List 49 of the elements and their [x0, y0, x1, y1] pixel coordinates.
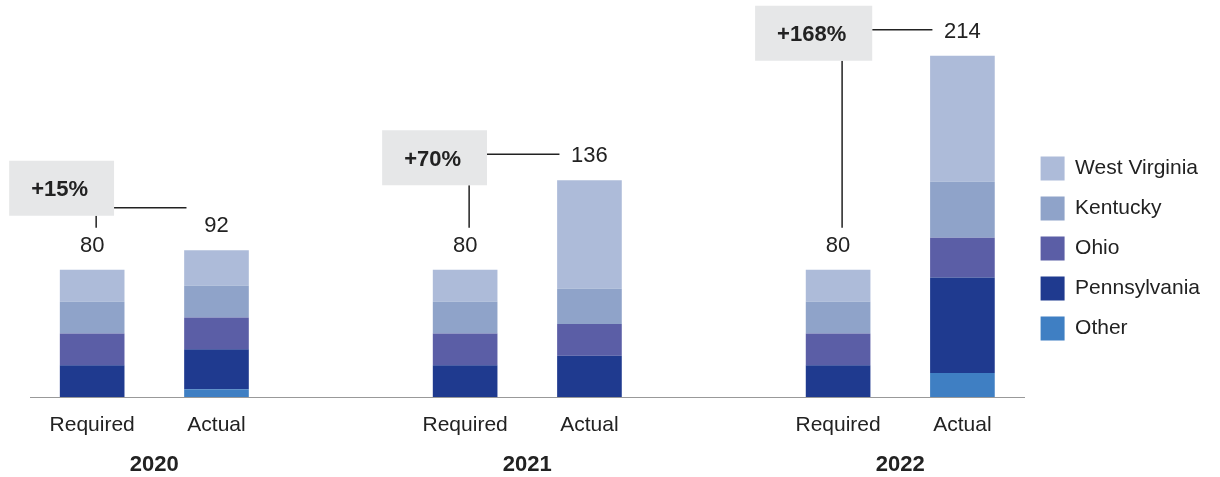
annotation: +15% [31, 176, 89, 202]
text: 2021 [502, 451, 552, 476]
bar [59, 269, 125, 302]
x-tick-label: Required [422, 412, 508, 436]
x-tick-label: Actual [187, 412, 246, 436]
bar [930, 181, 995, 238]
bar [184, 250, 249, 286]
text: 2020 [129, 451, 179, 476]
bar [184, 285, 249, 318]
x-tick-label: Required [795, 412, 881, 436]
text: 2022 [875, 451, 925, 476]
bar [557, 355, 622, 397]
legend-label: Ohio [1075, 235, 1120, 259]
legend-label: Kentucky [1075, 195, 1162, 219]
bar [805, 333, 871, 366]
text: 214 [944, 17, 981, 43]
x-tick-label: Required [49, 412, 135, 436]
bar [930, 277, 995, 374]
bar [59, 301, 125, 334]
bar [930, 373, 995, 397]
annotation: 136 [571, 142, 608, 168]
bar [432, 333, 498, 366]
annotation: 80 [825, 231, 851, 257]
x-tick-label: Actual [933, 412, 992, 436]
bar [805, 365, 871, 397]
bar [59, 365, 125, 397]
bar [184, 317, 249, 350]
text: +168% [777, 21, 847, 47]
bar [557, 323, 622, 356]
bar [432, 301, 498, 334]
bar [930, 55, 995, 182]
annotation: 80 [79, 231, 105, 257]
bar [184, 389, 249, 397]
bar [930, 237, 995, 278]
annotation: +70% [404, 145, 462, 171]
legend-label: Other [1075, 315, 1128, 339]
bar [432, 269, 498, 302]
bar [432, 365, 498, 397]
bar [805, 269, 871, 302]
annotation: 80 [452, 231, 478, 257]
bar [557, 288, 622, 324]
bar [184, 349, 249, 390]
x-tick-label: Actual [560, 412, 619, 436]
bar [805, 301, 871, 334]
bar [59, 333, 125, 366]
annotation: 92 [204, 212, 229, 238]
bar [557, 180, 622, 289]
legend-label: Pennsylvania [1075, 275, 1201, 299]
legend-label: West Virginia [1075, 155, 1199, 179]
